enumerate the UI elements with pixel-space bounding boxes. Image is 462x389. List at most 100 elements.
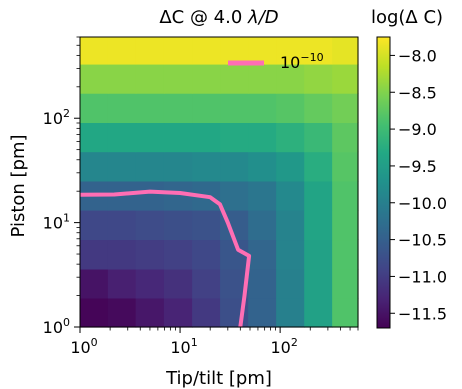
heatmap-cell: [135, 239, 165, 270]
heatmap-cell: [192, 63, 221, 94]
colorbar-label: log(Δ C): [371, 7, 443, 28]
heatmap-cell: [304, 239, 333, 270]
heatmap-cell: [248, 63, 277, 94]
x-tick-label-exp: 1: [191, 336, 198, 349]
heatmap-cell: [220, 63, 249, 94]
heatmap-cell: [135, 268, 165, 299]
y-axis-label: Piston [pm]: [8, 134, 29, 237]
y-tick-label: 102: [43, 107, 70, 128]
heatmap-cell: [276, 151, 305, 182]
heatmap-cell: [192, 297, 221, 328]
heatmap-cell: [276, 180, 305, 211]
x-axis: 100 101 102: [70, 327, 359, 357]
heatmap-cell: [192, 37, 221, 65]
colorbar-tick-label: −10.0: [398, 194, 447, 213]
heatmap-cell: [107, 268, 137, 299]
heatmap-cell: [80, 268, 109, 299]
heatmap-cell: [304, 268, 333, 299]
heatmap-cell: [135, 180, 165, 211]
heatmap-cell: [248, 297, 277, 328]
heatmap-cell: [192, 151, 221, 182]
heatmap-cell: [135, 151, 165, 182]
heatmap-cell: [192, 122, 221, 153]
heatmap-cell: [163, 239, 193, 270]
title-post: /D: [257, 7, 279, 28]
heatmap-cell: [163, 151, 193, 182]
heatmap-cell: [80, 239, 109, 270]
heatmap-cell: [192, 210, 221, 241]
contour-layer: [79, 189, 252, 328]
colorbar-tick-label: −9.0: [398, 120, 437, 139]
heatmap-cell: [107, 210, 137, 241]
colorbar-tick-label: −8.5: [398, 83, 437, 102]
heatmap-cell: [248, 37, 277, 65]
heatmap-cell: [276, 268, 305, 299]
heatmap-cell: [276, 297, 305, 328]
heatmap-cell: [220, 93, 249, 124]
heatmap-cell: [163, 63, 193, 94]
heatmap-cell: [192, 268, 221, 299]
heatmap-cell: [332, 37, 359, 65]
heatmap-cell: [220, 180, 249, 211]
heatmap-cell: [107, 63, 137, 94]
heatmap-cell: [248, 239, 277, 270]
heatmap-cell: [163, 297, 193, 328]
colorbar-tick-label: −11.0: [398, 267, 447, 286]
heatmap-cell: [332, 239, 359, 270]
heatmap-cell: [248, 151, 277, 182]
heatmap-cell: [80, 122, 109, 153]
heatmap-cell: [276, 122, 305, 153]
heatmap-cell: [304, 151, 333, 182]
heatmap-cell: [163, 210, 193, 241]
heatmap-cell: [248, 268, 277, 299]
heatmap-cell: [248, 93, 277, 124]
x-tick-label: 101: [170, 336, 197, 357]
colorbar-tick-label: −11.5: [398, 304, 447, 323]
legend-label-base: 10: [280, 53, 300, 72]
legend-label-exp: −10: [300, 51, 323, 64]
y-tick-label: 101: [43, 212, 70, 233]
contour-line: [79, 189, 252, 328]
heatmap-cell: [80, 151, 109, 182]
colorbar-ticks: −8.0 −8.5 −9.0 −9.5 −10.0 −10.5 −11.0 −11.5: [390, 46, 447, 323]
heatmap-cell: [304, 63, 333, 94]
heatmap-cell: [163, 37, 193, 65]
x-axis-label: Tip/tilt [pm]: [165, 368, 272, 389]
heatmap-cell: [276, 210, 305, 241]
heatmap-cell: [220, 37, 249, 65]
y-tick-label-base: 10: [43, 214, 63, 233]
x-tick-label-base: 10: [70, 338, 90, 357]
heatmap-cell: [304, 210, 333, 241]
colorbar-tick-label: −8.0: [398, 46, 437, 65]
heatmap-cell: [332, 122, 359, 153]
heatmap-cell: [135, 37, 165, 65]
heatmap-cell: [80, 37, 109, 65]
heatmap-cell: [332, 63, 359, 94]
x-tick-label: 100: [70, 336, 97, 357]
x-tick-label: 102: [270, 336, 297, 357]
title-pre: ΔC @ 4.0: [159, 7, 248, 28]
heatmap-cell: [80, 63, 109, 94]
x-tick-label-exp: 2: [291, 336, 298, 349]
heatmap-cell: [220, 151, 249, 182]
heatmap-cell: [304, 297, 333, 328]
heatmap-cell: [107, 37, 137, 65]
heatmap-cell: [332, 151, 359, 182]
y-tick-label-base: 10: [43, 318, 63, 337]
heatmap-cell: [332, 93, 359, 124]
heatmap-cell: [332, 210, 359, 241]
heatmap-cell: [135, 122, 165, 153]
heatmap-cell: [276, 63, 305, 94]
y-tick-label-exp: 1: [63, 212, 70, 225]
heatmap-cell: [332, 297, 359, 328]
heatmap-cell: [220, 122, 249, 153]
heatmap-cell: [163, 268, 193, 299]
y-tick-label-exp: 0: [63, 316, 70, 329]
heatmap-cell: [135, 210, 165, 241]
heatmap-cell: [135, 297, 165, 328]
heatmap-cell: [248, 180, 277, 211]
heatmap-cell: [80, 93, 109, 124]
heatmap: [80, 37, 359, 328]
